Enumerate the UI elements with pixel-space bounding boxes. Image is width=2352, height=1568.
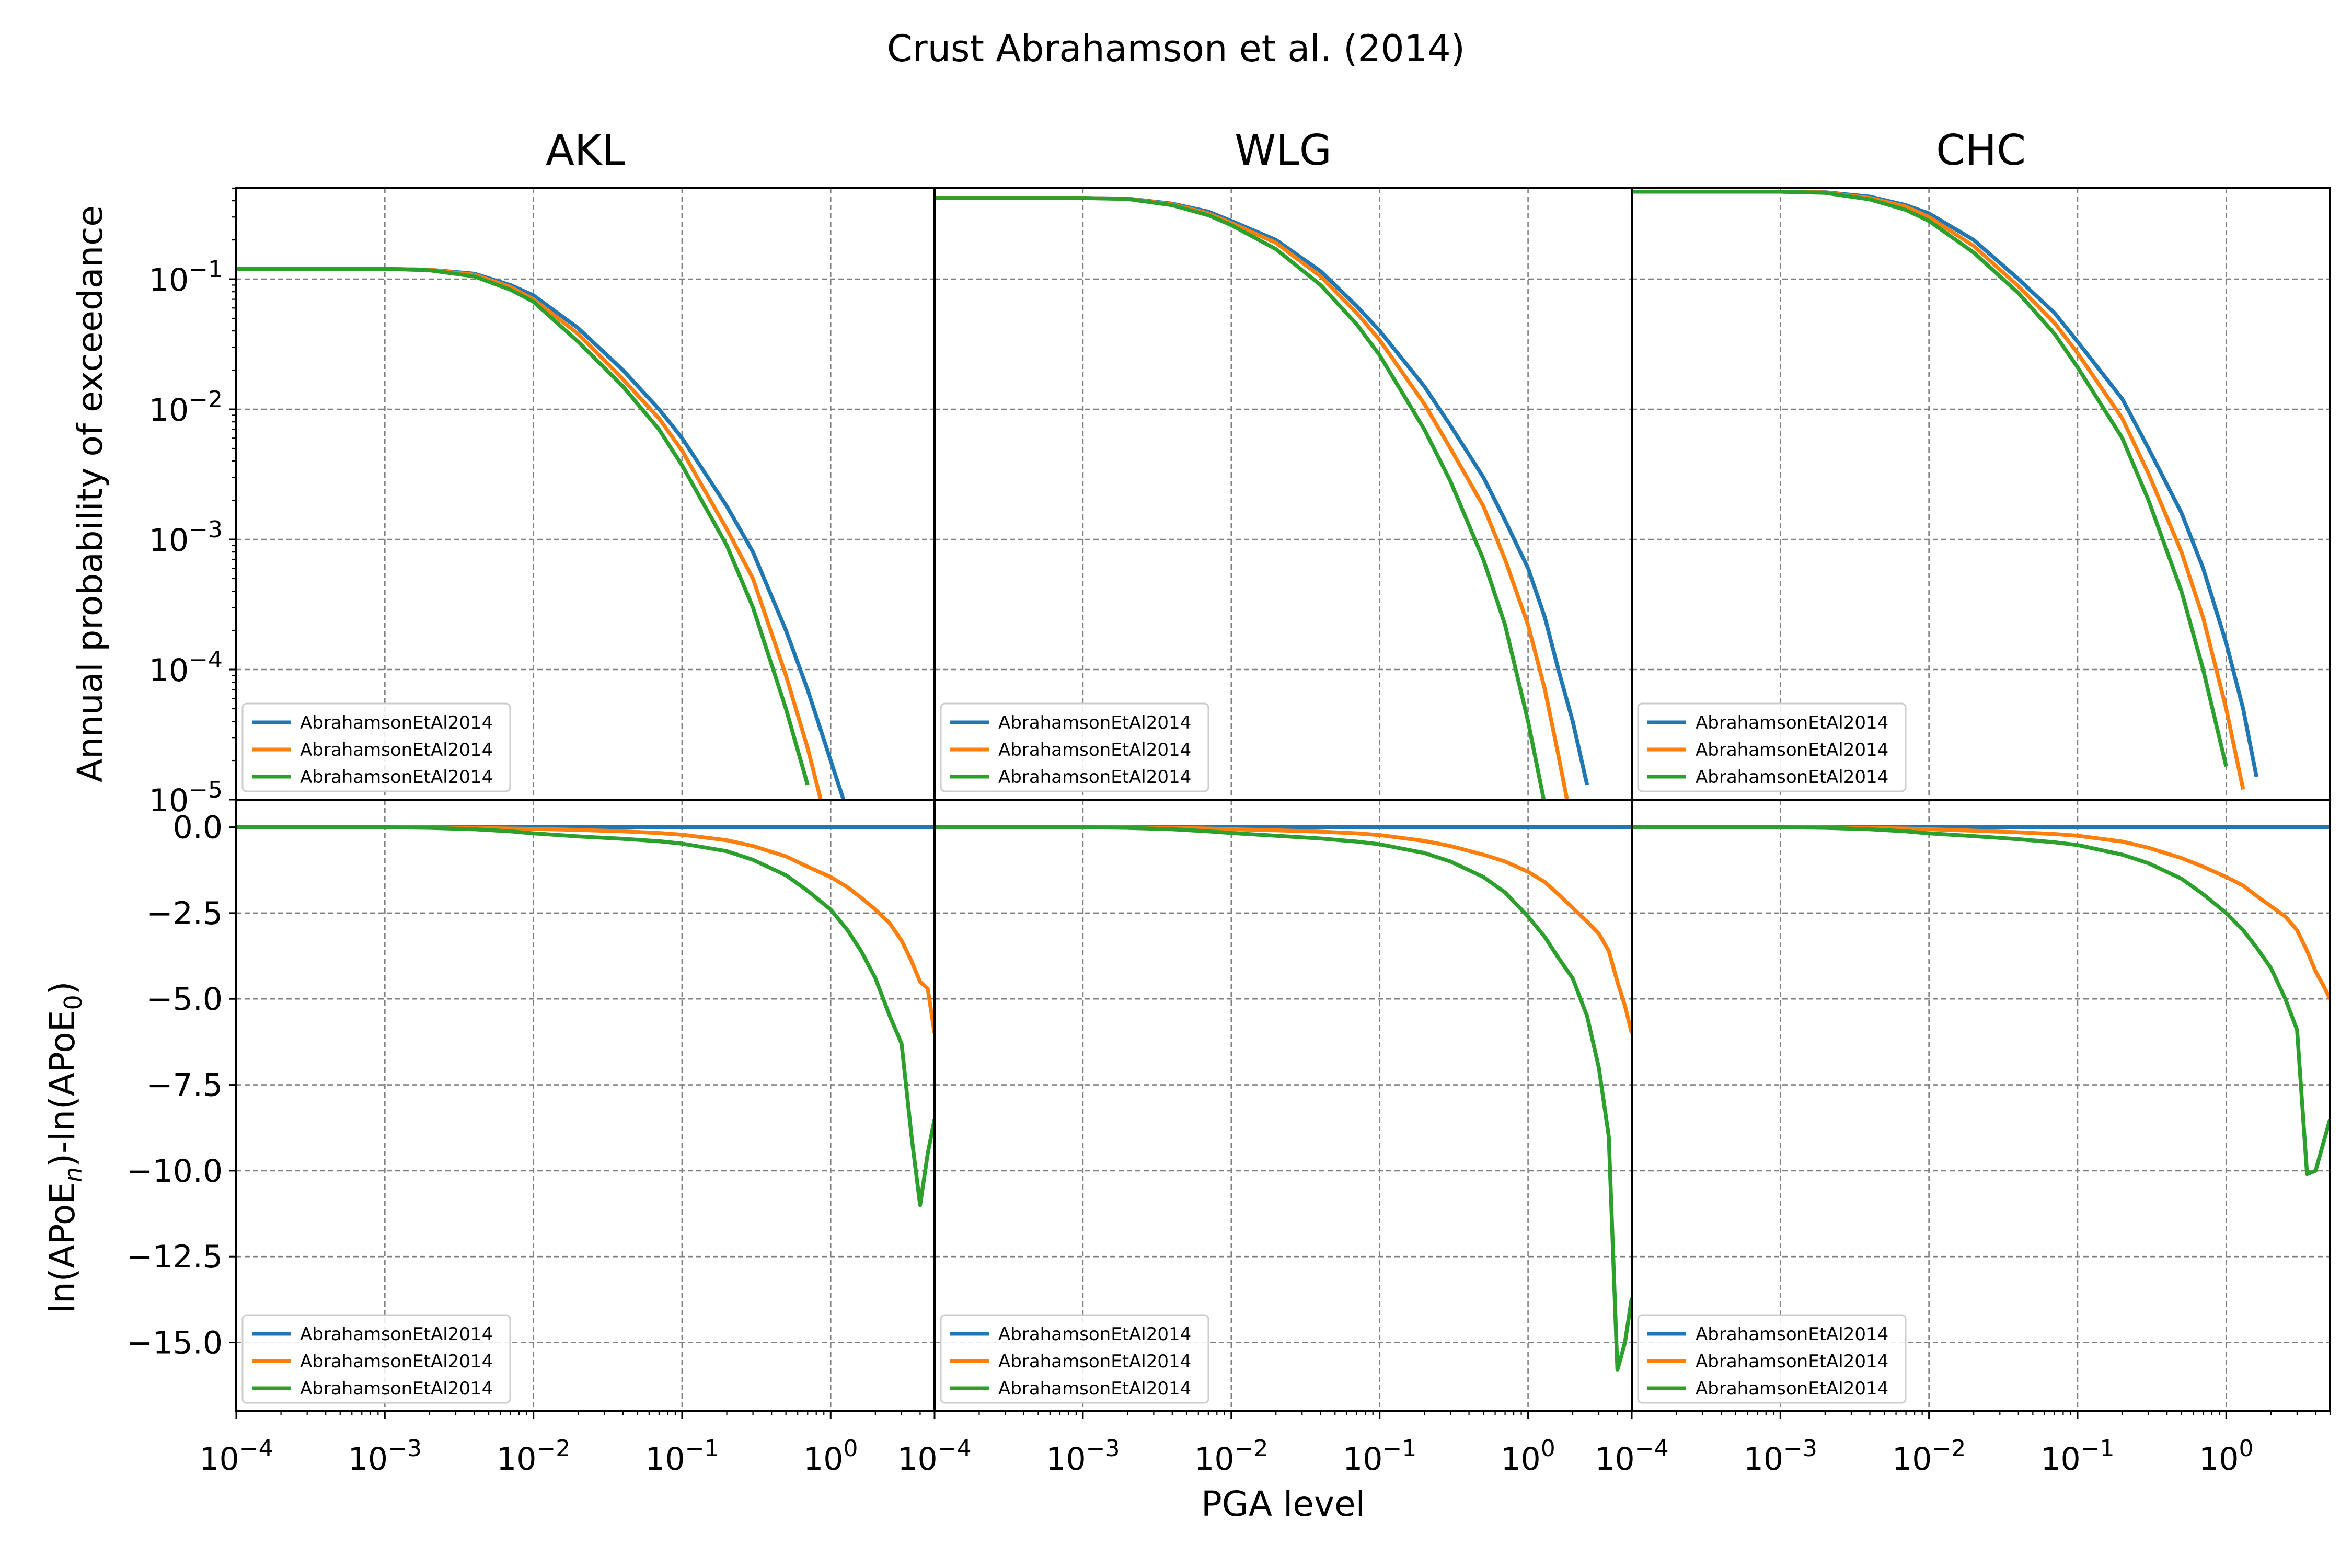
y-tick-label-bottom: 0.0 xyxy=(173,810,223,846)
x-tick-label: 10−4 xyxy=(1595,1435,1668,1478)
legend-label: AbrahamsonEtAl2014 xyxy=(300,740,493,760)
apoe-series-2 xyxy=(935,196,1546,800)
apoe-series-2 xyxy=(236,267,810,786)
legend-label: AbrahamsonEtAl2014 xyxy=(300,767,493,788)
legend-label: AbrahamsonEtAl2014 xyxy=(998,740,1191,760)
y-tick-label-top: 10−3 xyxy=(149,516,223,559)
y-tick-label-bottom: −12.5 xyxy=(126,1239,223,1275)
legend-box xyxy=(940,702,1209,792)
x-tick-label: 10−3 xyxy=(1744,1435,1817,1478)
legend-label: AbrahamsonEtAl2014 xyxy=(1696,767,1888,788)
legend-label: AbrahamsonEtAl2014 xyxy=(300,1378,493,1399)
legend-label: AbrahamsonEtAl2014 xyxy=(1696,1378,1888,1399)
y-tick-label-bottom: −7.5 xyxy=(146,1067,223,1104)
x-tick-label: 100 xyxy=(803,1435,858,1478)
y-label-apoe2: (APoE xyxy=(42,1010,83,1110)
axes-frame-bottom xyxy=(1631,799,2331,1412)
y-tick-label-bottom: −10.0 xyxy=(126,1153,223,1190)
legend-label: AbrahamsonEtAl2014 xyxy=(998,712,1191,733)
y-axis-label-top: Annual probability of exceedance xyxy=(70,205,110,782)
legend-label: AbrahamsonEtAl2014 xyxy=(998,1378,1191,1399)
legend-box xyxy=(940,1314,1209,1404)
apoe-legend: AbrahamsonEtAl2014 AbrahamsonEtAl2014 Abra… xyxy=(940,702,1209,792)
legend-box xyxy=(1637,1314,1907,1404)
lnratio-series-2 xyxy=(935,825,1632,1372)
y-label-ln2: )-ln xyxy=(42,1110,83,1167)
y-label-ln1: ln xyxy=(42,1282,83,1313)
legend-label: AbrahamsonEtAl2014 xyxy=(998,767,1191,788)
lnratio-legend: AbrahamsonEtAl2014 AbrahamsonEtAl2014 Abra… xyxy=(1637,1314,1907,1404)
legend-box xyxy=(241,1314,511,1404)
legend-label: AbrahamsonEtAl2014 xyxy=(300,1324,493,1345)
x-tick-label: 10−1 xyxy=(2040,1435,2114,1478)
x-tick-label: 10−3 xyxy=(348,1435,422,1478)
lnratio-legend: AbrahamsonEtAl2014 AbrahamsonEtAl2014 Abra… xyxy=(940,1314,1209,1404)
y-tick-label-top: 10−2 xyxy=(149,386,223,429)
legend-box xyxy=(241,702,511,792)
legend-label: AbrahamsonEtAl2014 xyxy=(300,1351,493,1372)
y-tick-label-bottom: −15.0 xyxy=(126,1325,223,1362)
apoe-legend: AbrahamsonEtAl2014 AbrahamsonEtAl2014 Abra… xyxy=(241,702,511,792)
legend-label: AbrahamsonEtAl2014 xyxy=(998,1324,1191,1345)
legend-label: AbrahamsonEtAl2014 xyxy=(1696,1324,1888,1345)
x-tick-label: 10−4 xyxy=(897,1435,971,1478)
x-axis-label: PGA level xyxy=(1201,1484,1365,1524)
legend-box xyxy=(1637,702,1907,792)
panels-group: AKL 10−4 10−3 10−2 10−1 100 10−5 10−4 10−3 10−2 10… xyxy=(126,126,2331,1478)
y-tick-label-bottom: −5.0 xyxy=(146,981,223,1018)
x-tick-label: 10−1 xyxy=(1343,1435,1416,1478)
legend-label: AbrahamsonEtAl2014 xyxy=(300,712,493,733)
y-tick-label-top: 10−1 xyxy=(149,256,223,298)
panel-title: AKL xyxy=(546,126,625,175)
x-tick-label: 10−4 xyxy=(199,1435,273,1478)
y-label-close: ) xyxy=(42,982,83,995)
x-tick-label: 10−3 xyxy=(1046,1435,1120,1478)
y-label-apoe1: (APoE xyxy=(42,1182,83,1282)
y-tick-label-top: 10−5 xyxy=(149,777,223,819)
lnratio-legend: AbrahamsonEtAl2014 AbrahamsonEtAl2014 Abra… xyxy=(241,1314,511,1404)
panel-akl: AKL 10−4 10−3 10−2 10−1 100 10−5 10−4 10−3 10−2 10… xyxy=(126,126,936,1478)
y-tick-label-top: 10−4 xyxy=(149,647,223,689)
legend-label: AbrahamsonEtAl2014 xyxy=(1696,740,1888,760)
y-label-sub-n: n xyxy=(59,1167,87,1182)
lnratio-series-2 xyxy=(1632,825,2330,1177)
x-tick-label: 100 xyxy=(2199,1435,2253,1478)
lnratio-series-2 xyxy=(236,825,935,1207)
x-tick-label: 100 xyxy=(1501,1435,1555,1478)
panel-chc: CHC 10−4 10−3 10−2 10−1 100 AbrahamsonEtAl2014… xyxy=(1595,126,2331,1478)
x-tick-label: 10−2 xyxy=(497,1435,570,1478)
figure-suptitle: Crust Abrahamson et al. (2014) xyxy=(887,27,1465,70)
y-tick-label-bottom: −2.5 xyxy=(146,895,223,932)
x-tick-label: 10−2 xyxy=(1194,1435,1268,1478)
legend-label: AbrahamsonEtAl2014 xyxy=(1696,1351,1888,1372)
apoe-legend: AbrahamsonEtAl2014 AbrahamsonEtAl2014 Abra… xyxy=(1637,702,1907,792)
legend-label: AbrahamsonEtAl2014 xyxy=(1696,712,1888,733)
x-tick-label: 10−2 xyxy=(1892,1435,1966,1478)
apoe-series-2 xyxy=(1632,189,2228,767)
legend-label: AbrahamsonEtAl2014 xyxy=(998,1351,1191,1372)
panel-title: WLG xyxy=(1235,126,1332,175)
y-label-sub-0: 0 xyxy=(59,995,87,1010)
y-axis-label-bottom: ln(APoEn)-ln(APoE0) xyxy=(42,982,87,1313)
x-tick-label: 10−1 xyxy=(645,1435,719,1478)
panel-title: CHC xyxy=(1936,126,2026,175)
